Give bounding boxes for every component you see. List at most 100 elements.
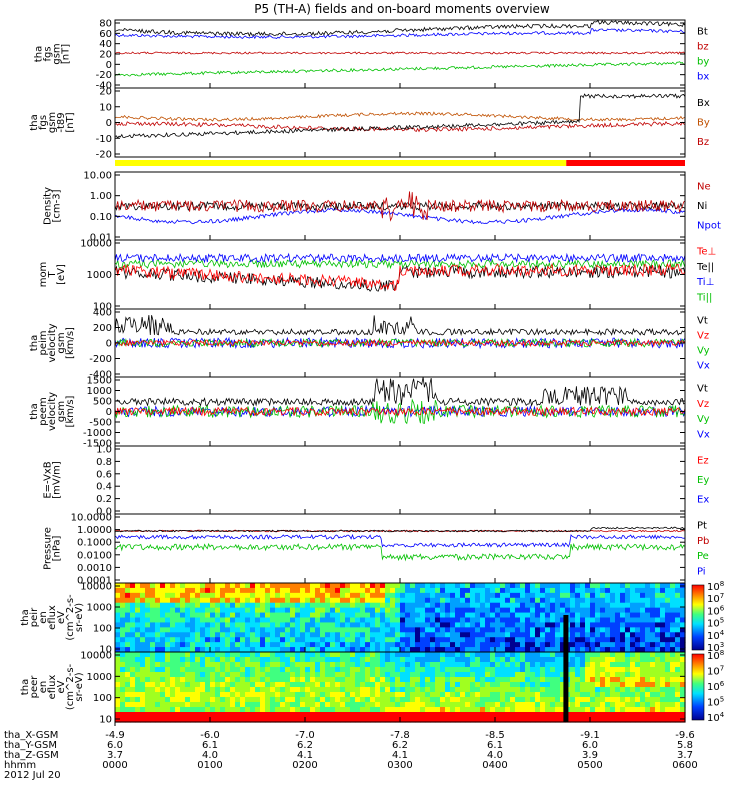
spectrogram-cell <box>610 607 616 614</box>
spectrogram-cell <box>135 602 141 609</box>
spectrogram-cell <box>250 662 256 668</box>
orbit-value: -6.0 <box>200 730 220 741</box>
spectrogram-cell <box>570 687 576 693</box>
spectrogram-cell <box>425 612 431 619</box>
spectrogram-cell <box>200 677 206 683</box>
spectrogram-cell <box>660 712 666 718</box>
y-tick-label: 1000 <box>87 386 112 397</box>
spectrogram-cell <box>350 652 356 658</box>
spectrogram-cell <box>240 602 246 609</box>
spectrogram-cell <box>285 612 291 619</box>
spectrogram-cell <box>300 617 306 624</box>
spectrogram-cell <box>445 632 451 638</box>
spectrogram-cell <box>130 697 136 703</box>
spectrogram-cell <box>640 662 646 668</box>
spectrogram-cell <box>305 687 311 693</box>
spectrogram-cell <box>170 652 176 658</box>
spectrogram-cell <box>320 632 326 638</box>
spectrogram-cell <box>445 707 451 713</box>
spectrogram-cell <box>340 627 346 633</box>
spectrogram-cell <box>115 622 121 628</box>
spectrogram-cell <box>515 667 521 673</box>
spectrogram-cell <box>610 652 616 658</box>
spectrogram-cell <box>395 607 401 614</box>
spectrogram-cell <box>505 712 511 718</box>
spectrogram-cell <box>515 602 521 609</box>
spectrogram-cell <box>660 627 666 633</box>
spectrogram-cell <box>305 597 311 604</box>
spectrogram-cell <box>490 627 496 633</box>
spectrogram-cell <box>650 587 656 594</box>
spectrogram-cell <box>575 662 581 668</box>
spectrogram-cell <box>635 682 641 688</box>
spectrogram-cell <box>515 652 521 658</box>
spectrogram-cell <box>220 687 226 693</box>
spectrogram-cell <box>390 607 396 614</box>
spectrogram-cell <box>445 597 451 604</box>
spectrogram-cell <box>140 602 146 609</box>
spectrogram-cell <box>485 697 491 703</box>
spectrogram-cell <box>150 583 156 589</box>
spectrogram-cell <box>645 617 651 624</box>
spectrogram-cell <box>355 687 361 693</box>
orbit-value: -8.5 <box>485 730 505 741</box>
spectrogram-cell <box>430 627 436 633</box>
spectrogram-cell <box>115 692 121 698</box>
spectrogram-cell <box>590 702 596 708</box>
spectrogram-cell <box>210 682 216 688</box>
spectrogram-cell <box>335 647 341 653</box>
spectrogram-cell <box>285 587 291 594</box>
spectrogram-cell <box>335 682 341 688</box>
spectrogram-cell <box>410 717 416 723</box>
spectrogram-cell <box>510 687 516 693</box>
spectrogram-cell <box>385 677 391 683</box>
spectrogram-cell <box>400 637 406 643</box>
spectrogram-cell <box>175 597 181 604</box>
spectrogram-cell <box>280 587 286 594</box>
spectrogram-cell <box>340 647 346 653</box>
spectrogram-cell <box>490 607 496 614</box>
spectrogram-cell <box>630 662 636 668</box>
spectrogram-cell <box>250 707 256 713</box>
spectrogram-cell <box>605 612 611 619</box>
spectrogram-cell <box>485 647 491 653</box>
spectrogram-cell <box>500 702 506 708</box>
spectrogram-cell <box>345 652 351 658</box>
spectrogram-cell <box>605 692 611 698</box>
spectrogram-cell <box>385 697 391 703</box>
spectrogram-cell <box>355 682 361 688</box>
spectrogram-cell <box>140 662 146 668</box>
spectrogram-cell <box>115 667 121 673</box>
spectrogram-cell <box>340 707 346 713</box>
spectrogram-cell <box>310 657 316 663</box>
legend-entry: Vz <box>697 330 709 341</box>
y-tick-label: 40 <box>99 39 112 50</box>
spectrogram-cell <box>210 627 216 633</box>
spectrogram-cell <box>245 677 251 683</box>
spectrogram-cell <box>630 612 636 619</box>
legend-entry: Ni <box>697 201 707 212</box>
spectrogram-cell <box>350 637 356 643</box>
spectrogram-cell <box>475 622 481 628</box>
legend-entry: By <box>697 118 710 129</box>
spectrogram-cell <box>500 697 506 703</box>
spectrogram-cell <box>580 612 586 619</box>
spectrogram-cell <box>275 583 281 589</box>
spectrogram-cell <box>520 632 526 638</box>
spectrogram-cell <box>130 682 136 688</box>
y-axis-label-line: [mV/m] <box>52 461 63 499</box>
spectrogram-cell <box>500 687 506 693</box>
spectrogram-cell <box>335 602 341 609</box>
spectrogram-cell <box>445 662 451 668</box>
spectrogram-cell <box>590 667 596 673</box>
spectrogram-cell <box>350 687 356 693</box>
spectrogram-cell <box>455 687 461 693</box>
spectrogram-cell <box>425 697 431 703</box>
spectrogram-cell <box>465 657 471 663</box>
spectrogram-cell <box>310 627 316 633</box>
spectrogram-cell <box>175 682 181 688</box>
spectrogram-cell <box>440 712 446 718</box>
spectrogram-cell <box>580 652 586 658</box>
spectrogram-cell <box>620 617 626 624</box>
spectrogram-cell <box>605 597 611 604</box>
